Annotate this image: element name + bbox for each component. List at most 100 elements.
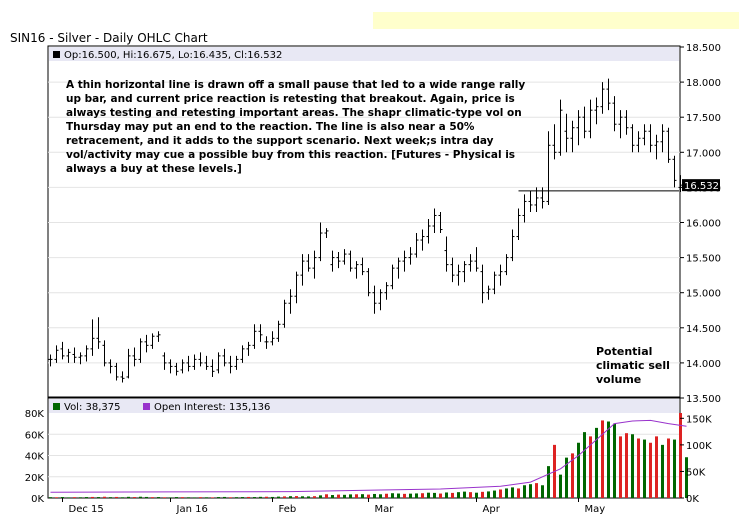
ohlc-bar [444,236,449,272]
ohlc-bar [132,347,137,367]
price-tick-label: 14.000 [686,359,721,370]
volume-bar [115,496,118,498]
volume-bar [301,496,304,498]
volume-bar [409,493,412,498]
ohlc-bar [528,190,533,212]
price-tick-label: 17.500 [686,113,721,124]
price-tick-label: 18.000 [686,78,721,89]
volume-bar [439,493,442,498]
ohlc-bar [66,348,71,363]
volume-bar [403,493,406,498]
volume-bar [457,492,460,498]
price-gridlines [48,81,680,364]
volume-gridlines [48,433,680,478]
ohlc-bar [666,127,671,163]
ohlc-bar [222,348,227,367]
ohlc-bar [636,131,641,153]
ohlc-bar [432,208,437,234]
ohlc-bar [96,317,101,349]
volume-bar [175,497,178,498]
x-tick-label: May [585,504,606,515]
ohlc-bar [654,134,659,160]
volume-bar [529,484,532,498]
ohlc-bar [450,257,455,283]
ohlc-bar [54,345,59,363]
ohlc-bar [126,348,131,379]
ohlc-bar [144,334,149,353]
volume-bar [307,496,310,498]
ohlc-bar [114,362,119,381]
ohlc-bar [168,359,173,374]
ohlc-bar [204,355,209,370]
volume-tick-label: 80K [25,409,45,420]
ohlc-bar [576,110,581,146]
price-tick-label: 15.000 [686,289,721,300]
oi-tick-label: 50K [686,467,706,478]
ohlc-bar [642,124,647,146]
volume-bar [613,423,616,498]
ohlc-bar [594,97,599,125]
volume-bar [199,497,202,498]
volume-bar [289,496,292,498]
ohlc-bar [522,194,527,223]
volume-bar [211,497,214,498]
ohlc-bar [162,352,167,370]
ohlc-bar [78,352,83,365]
x-tick-label: Dec 15 [69,504,104,515]
volume-bar [505,488,508,498]
volume-bar [253,497,256,498]
volume-bar [181,497,184,498]
volume-bar [97,497,100,498]
volume-bar [595,427,598,498]
header-band [373,12,739,29]
ohlc-bar [60,341,65,360]
ohlc-bar [588,99,593,139]
ohlc-bar [414,233,419,258]
volume-bar [661,444,664,498]
volume-note: Potential climatic sell volume [596,345,670,386]
volume-bar [277,496,280,498]
price-tick-label: 18.500 [686,43,721,54]
ohlc-bar [600,82,605,114]
ohlc-bar [102,340,107,367]
price-tick-label: 16.000 [686,219,721,230]
price-tick-label: 15.500 [686,254,721,265]
ohlc-bar [516,208,521,241]
ohlc-bar [156,331,161,342]
ohlc-bar [462,261,467,283]
volume-bar [367,494,370,498]
ohlc-bar [288,289,293,314]
ohlc-bar [660,124,665,153]
volume-bar [133,497,136,498]
volume-bar [511,487,514,498]
volume-bar [451,492,454,498]
price-tick-label: 14.500 [686,324,721,335]
ohlc-bar [72,347,77,363]
ohlc-bar [216,352,221,374]
price-axis: 18.50018.00017.50017.00016.50016.00015.5… [680,43,721,405]
volume-bar [535,483,538,498]
volume-bar [163,497,166,498]
ohlc-bar [258,324,263,342]
volume-bar [397,493,400,498]
volume-bar [523,485,526,498]
price-bars [48,78,683,383]
volume-axis-right: 150K 100K 50K 0K [680,414,712,505]
volume-bar [415,493,418,498]
ohlc-bar [360,257,365,276]
volume-bar [361,494,364,498]
volume-bar [157,497,160,498]
ohlc-bar [546,131,551,205]
volume-bar [85,497,88,498]
ohlc-bar [366,268,371,297]
price-panel [47,45,681,398]
volume-bar [271,496,274,498]
volume-bar [67,497,70,498]
ohlc-bar [378,289,383,311]
ohlc-bar [504,254,509,276]
ohlc-bar [648,124,653,153]
volume-bar [547,466,550,498]
volume-bar [223,496,226,498]
x-tick-label: Feb [279,504,297,515]
